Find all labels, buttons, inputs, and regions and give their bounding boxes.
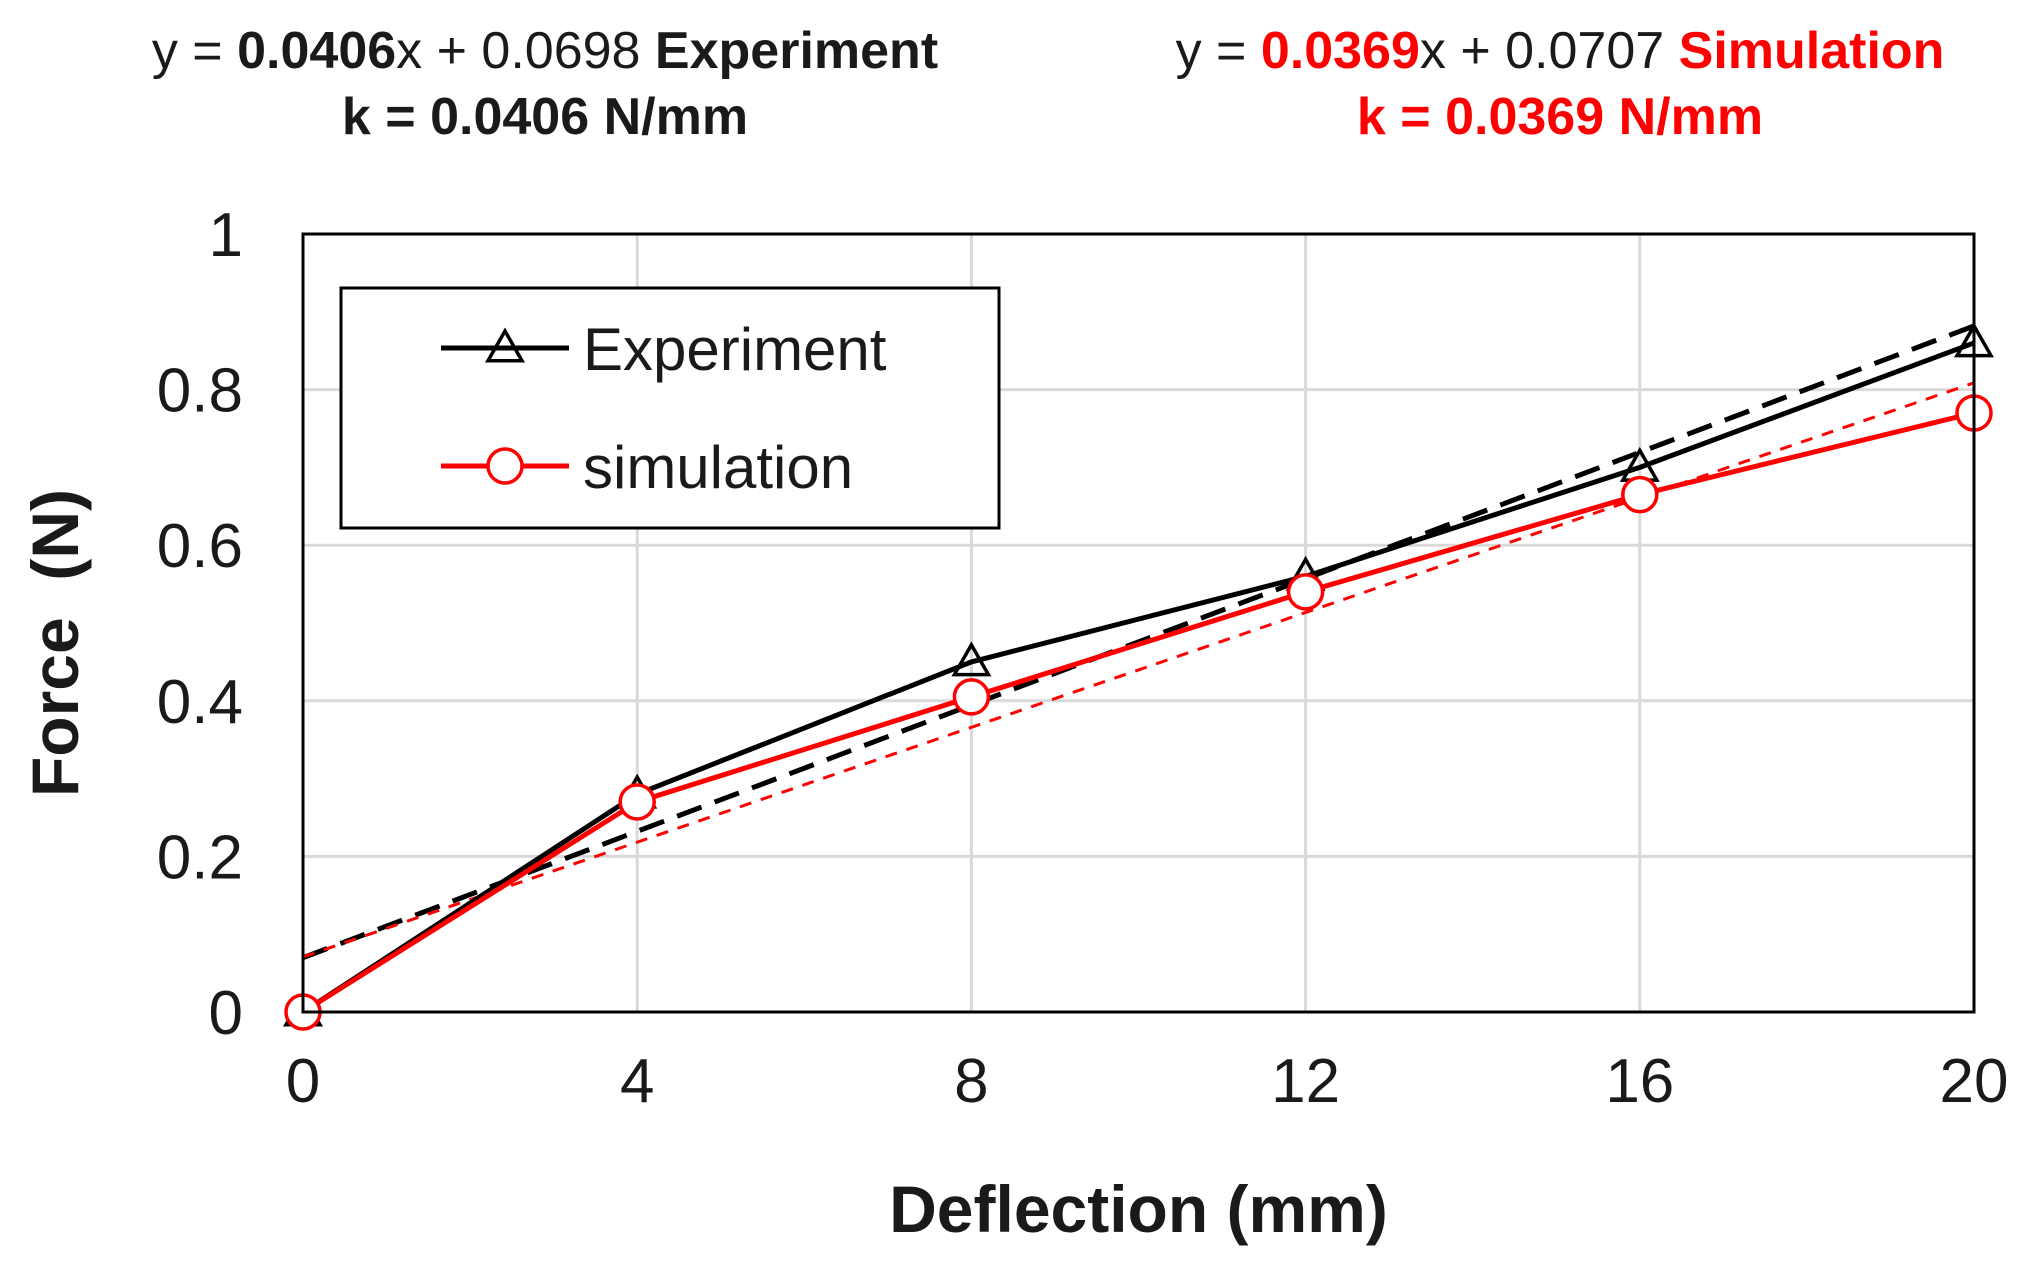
experiment-k-text: k = 0.0406 N/mm	[341, 88, 749, 146]
simulation-eq-prefix: y =	[1175, 22, 1261, 80]
legend-box	[339, 286, 1001, 530]
simulation-eq-slope: 0.0369	[1260, 22, 1420, 80]
legend-experiment-marker	[484, 327, 526, 363]
y-tick-label-0.4: 0.4	[157, 668, 243, 737]
y-axis-label: Force (N)	[18, 489, 92, 797]
x-tick-label-0: 0	[286, 1047, 320, 1116]
y-tick-label-0.2: 0.2	[157, 823, 243, 892]
simulation-equation: y = 0.0369x + 0.0707 Simulation k = 0.03…	[1110, 18, 2010, 150]
x-tick-label-4: 4	[620, 1047, 654, 1116]
experiment-point-8	[951, 641, 992, 677]
experiment-equation: y = 0.0406x + 0.0698 Experiment k = 0.04…	[80, 18, 1010, 150]
y-tick-label-1: 1	[209, 201, 243, 270]
plot-area-frame	[301, 232, 1976, 1014]
legend: Experiment simulation	[339, 286, 1001, 530]
simulation-point-8	[952, 678, 991, 716]
x-axis-label: Deflection (mm)	[889, 1172, 1388, 1246]
simulation-point-16	[1621, 475, 1659, 514]
axis-tick-labels: 0 4 8 12 16 20 0 0.2 0.4 0.6 0.8 1	[157, 201, 2009, 1116]
data-series	[282, 322, 1995, 1031]
experiment-eq-prefix: y =	[151, 22, 238, 80]
simulation-k-value: k = 0.0369 N/mm	[1110, 84, 2010, 150]
simulation-point-4	[618, 783, 656, 821]
y-tick-label-0.8: 0.8	[157, 357, 243, 426]
experiment-eq-mid: x + 0.0698	[396, 22, 655, 80]
simulation-series-line	[301, 410, 1975, 1015]
legend-simulation-marker	[486, 447, 524, 485]
simulation-eq-label: Simulation	[1678, 22, 1945, 80]
simulation-eq-mid: x + 0.0707	[1419, 22, 1679, 80]
y-tick-label-0.6: 0.6	[157, 512, 243, 581]
simulation-k-text: k = 0.0369 N/mm	[1356, 88, 1764, 146]
experiment-eq-label: Experiment	[654, 22, 939, 80]
legend-simulation-label: simulation	[583, 434, 853, 501]
experiment-eq-slope: 0.0406	[237, 22, 397, 80]
simulation-trendline	[302, 381, 1975, 959]
x-tick-label-20: 20	[1940, 1047, 2009, 1116]
experiment-series-line	[301, 340, 1975, 1015]
simulation-point-12	[1286, 573, 1325, 611]
y-tick-label-0: 0	[209, 979, 243, 1048]
legend-experiment-label: Experiment	[583, 316, 887, 383]
simulation-equation-line: y = 0.0369x + 0.0707 Simulation	[1110, 18, 2010, 84]
x-tick-label-8: 8	[954, 1047, 988, 1116]
experiment-equation-line: y = 0.0406x + 0.0698 Experiment	[80, 18, 1010, 84]
x-tick-label-12: 12	[1271, 1047, 1340, 1116]
experiment-k-value: k = 0.0406 N/mm	[80, 84, 1010, 150]
x-tick-label-16: 16	[1605, 1047, 1674, 1116]
